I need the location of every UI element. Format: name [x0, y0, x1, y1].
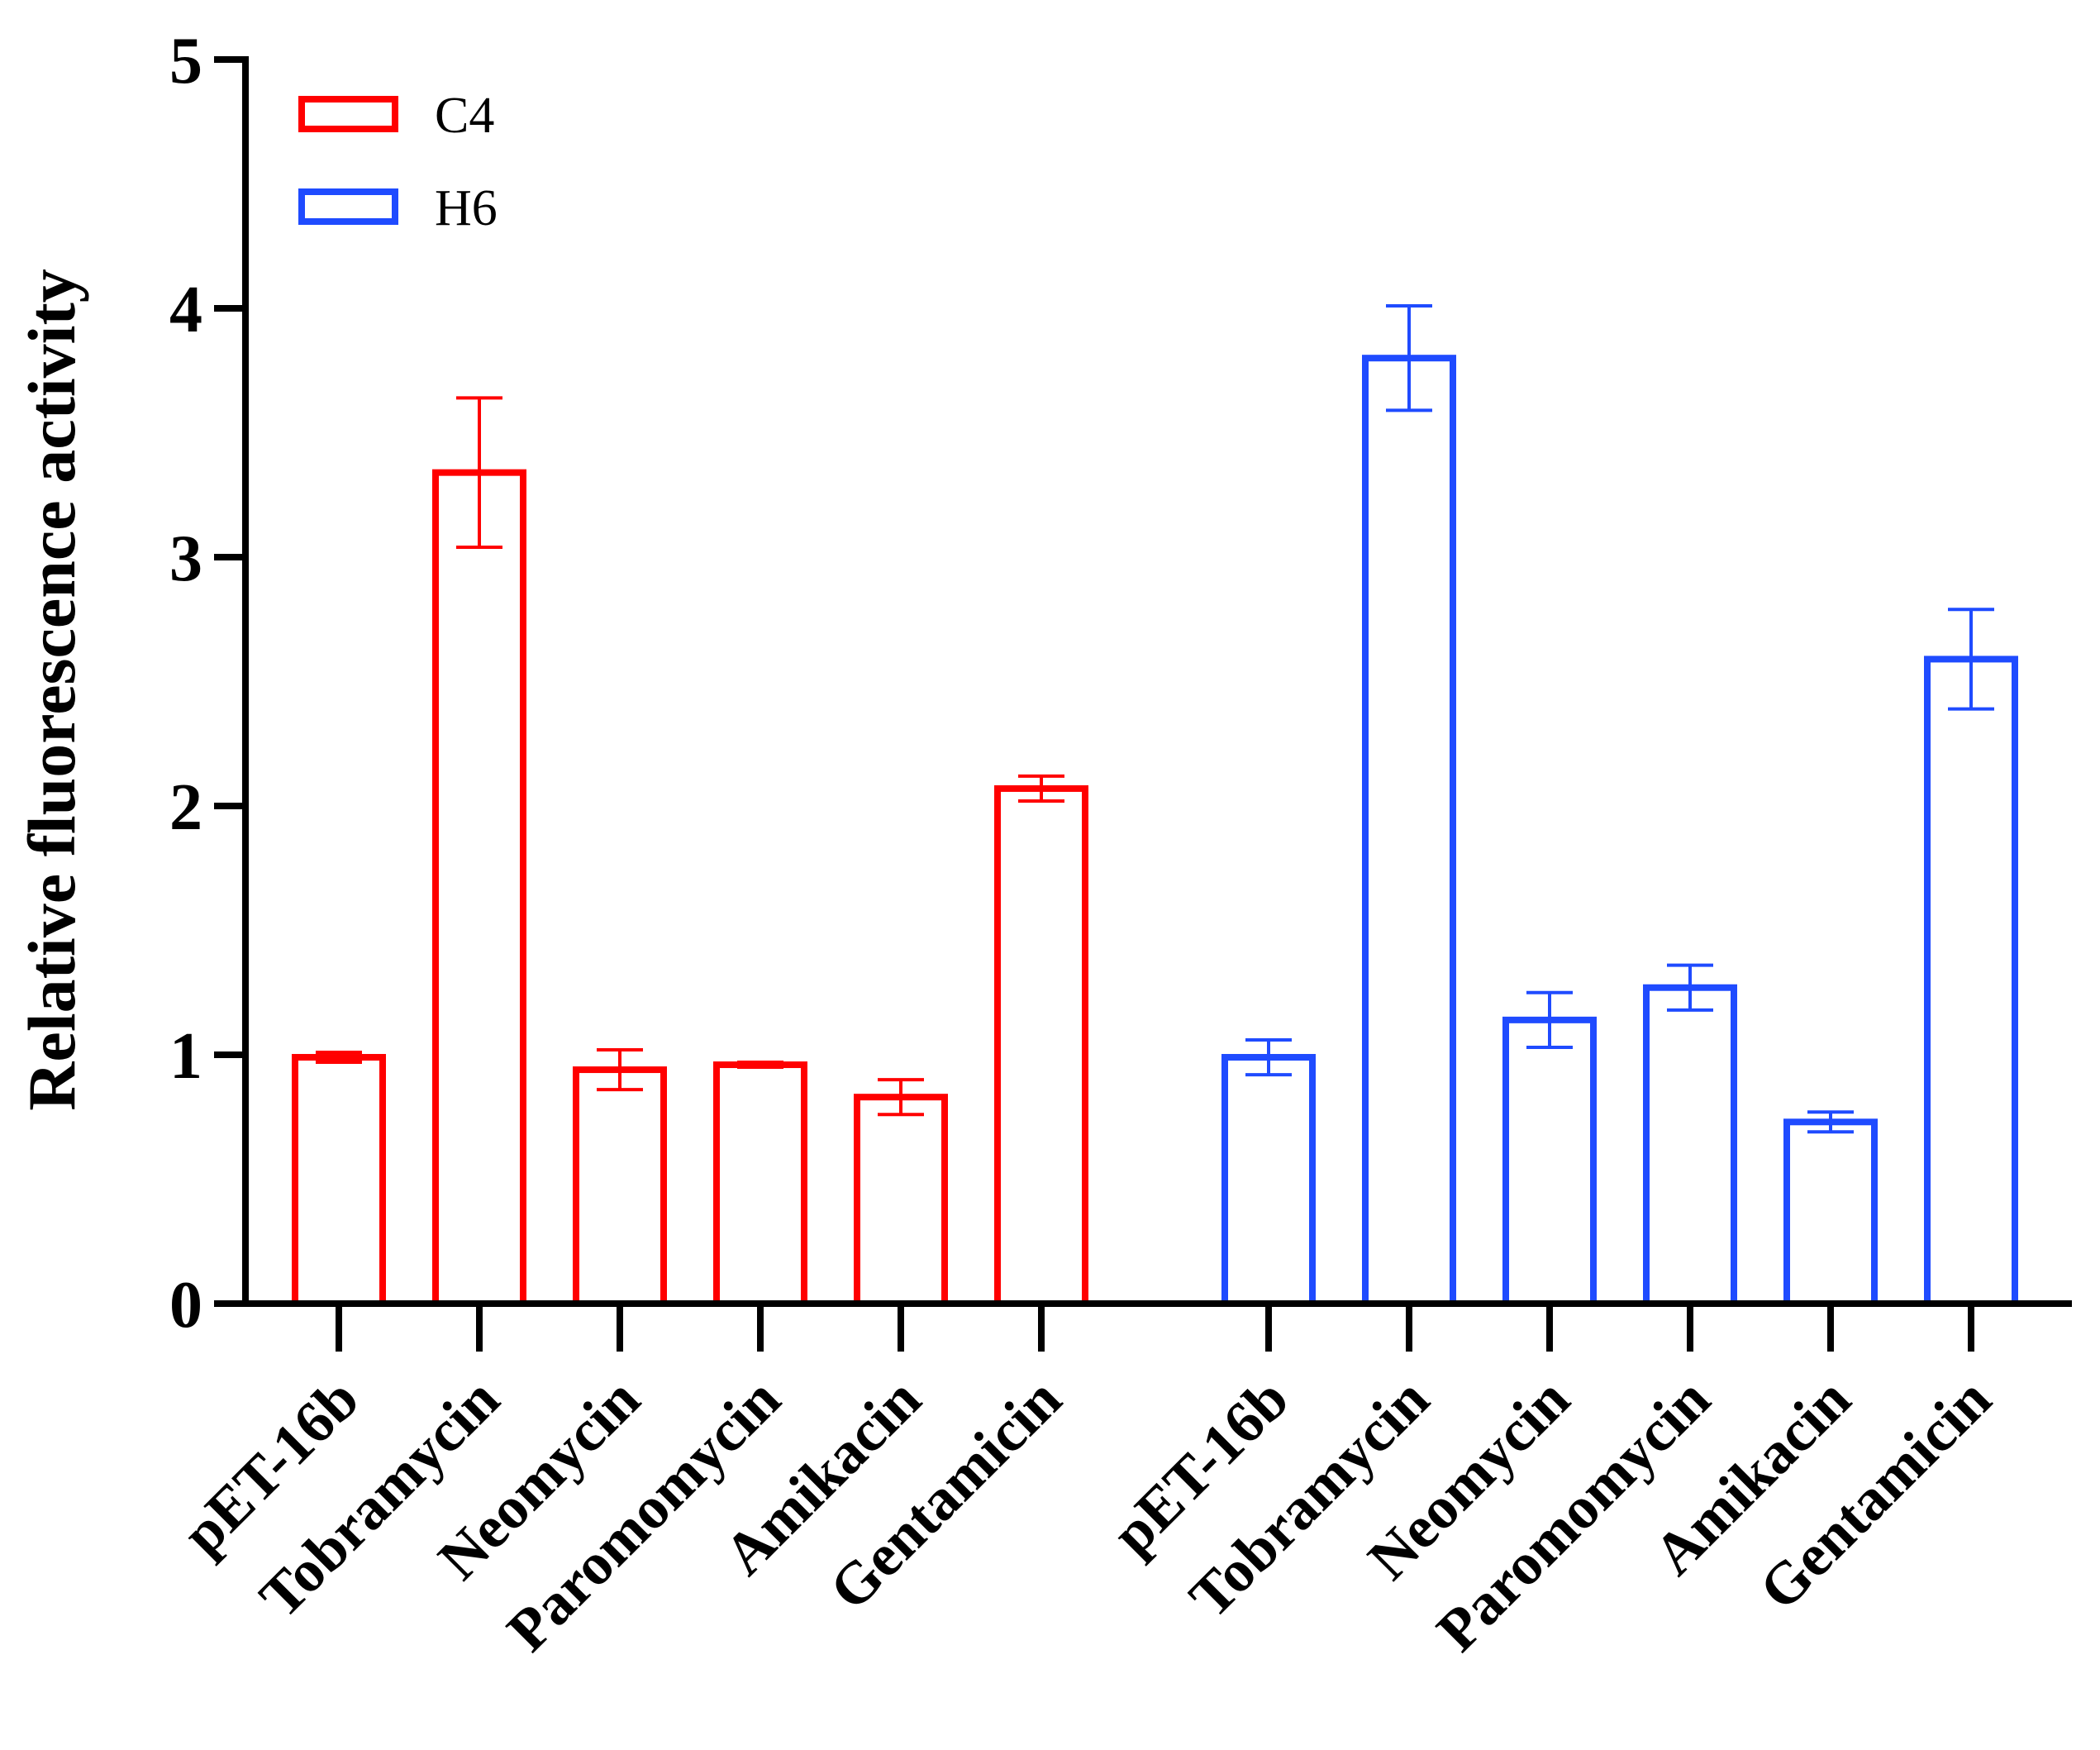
- bar-c4-gentamicin: [994, 784, 1088, 1307]
- y-tick-label: 4: [169, 274, 202, 346]
- error-bar: [1386, 303, 1432, 412]
- bar-h6-gentamicin: [1924, 656, 2018, 1307]
- y-tick-label: 1: [169, 1020, 202, 1093]
- error-bar: [1667, 963, 1713, 1012]
- y-tick-label: 5: [169, 25, 202, 98]
- bar-h6-amikacin: [1783, 1118, 1878, 1308]
- bar-c4-neomycin: [573, 1066, 667, 1308]
- legend-label-c4: C4: [435, 88, 494, 144]
- error-bar: [1526, 990, 1573, 1049]
- legend-swatch-c4: [298, 96, 398, 132]
- error-bar: [737, 1061, 783, 1070]
- error-bar: [1245, 1037, 1292, 1077]
- error-bar: [316, 1050, 362, 1065]
- error-bars: [316, 303, 1994, 1134]
- error-bar: [878, 1078, 924, 1117]
- bar-c4-pet-16b: [292, 1054, 386, 1307]
- y-axis-label: Relative fluorescence activity: [14, 269, 89, 1111]
- error-bar: [456, 396, 502, 549]
- error-bar: [1948, 608, 1994, 711]
- error-bar: [1807, 1110, 1854, 1134]
- error-bar: [597, 1047, 643, 1092]
- bar-h6-tobramycin: [1362, 355, 1456, 1308]
- bar-h6-paromomycin: [1643, 984, 1737, 1307]
- bar-c4-tobramycin: [432, 469, 526, 1307]
- bar-h6-neomycin: [1502, 1016, 1597, 1307]
- error-bar: [1018, 774, 1064, 803]
- y-tick-label: 3: [169, 522, 202, 595]
- bar-c4-paromomycin: [713, 1061, 807, 1308]
- bars: [292, 355, 2018, 1308]
- legend-label-h6: H6: [435, 180, 498, 236]
- bar-h6-pet-16b: [1221, 1054, 1316, 1307]
- x-axis-ticks: [336, 1304, 1974, 1352]
- y-tick-label: 2: [169, 771, 202, 844]
- y-axis-ticks: 0 1 2 3 4 5: [169, 25, 245, 1342]
- bar-c4-amikacin: [854, 1094, 948, 1308]
- legend-swatch-h6: [298, 188, 398, 225]
- category-labels: pET-16bTobramycinNeomycinParomomycinAmik…: [169, 1366, 2003, 1664]
- legend: C4 H6: [298, 88, 498, 236]
- y-tick-label: 0: [169, 1269, 202, 1342]
